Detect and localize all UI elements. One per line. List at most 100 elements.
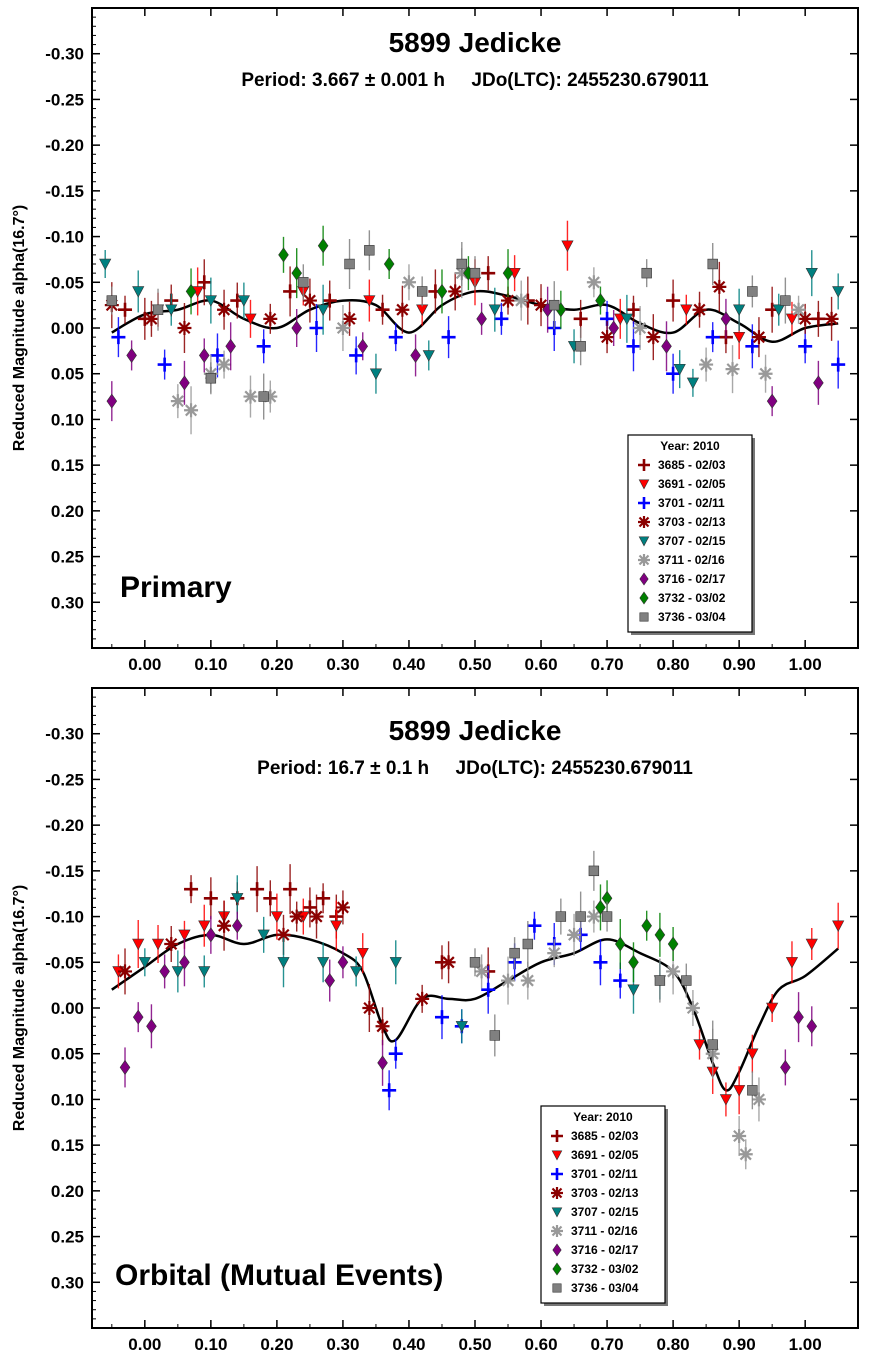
data-point: [613, 973, 628, 988]
data-point: [278, 247, 289, 263]
data-point: [813, 375, 824, 391]
data-point: [302, 293, 317, 308]
legend-entry: 3701 - 02/11: [658, 496, 725, 510]
data-point: [766, 393, 778, 409]
legend-title: Year: 2010: [660, 439, 720, 453]
x-tick-label: 0.30: [326, 1335, 359, 1354]
data-point: [337, 954, 349, 970]
data-point: [344, 258, 355, 270]
data-point: [685, 1001, 700, 1015]
data-point: [534, 298, 549, 313]
legend-entry: 3736 - 03/04: [658, 610, 726, 624]
data-point: [198, 966, 211, 978]
data-point: [151, 938, 165, 951]
legend: Year: 2010 3685 - 02/03 3691 - 02/05 3701 -…: [627, 434, 755, 635]
data-point: [382, 1083, 397, 1098]
legend-entry: 3732 - 03/02: [571, 1262, 639, 1276]
series-3711: [170, 248, 806, 435]
data-point: [350, 966, 363, 978]
series-3716: [106, 286, 824, 422]
data-point: [481, 982, 496, 997]
data-point: [198, 920, 211, 932]
data-point: [680, 304, 693, 316]
data-point: [746, 1048, 759, 1060]
legend-title: Year: 2010: [573, 1110, 633, 1124]
y-axis-label: Reduced Magnitude alpha(16.7°): [11, 885, 28, 1131]
data-point: [501, 293, 516, 308]
legend-entry: 3691 - 02/05: [658, 477, 726, 491]
y-tick-label: 0.05: [51, 1045, 84, 1064]
data-point: [375, 1019, 390, 1034]
data-point: [111, 330, 126, 345]
data-point: [707, 258, 718, 270]
data-point: [119, 1059, 131, 1075]
data-point: [733, 304, 746, 316]
x-tick-label: 0.00: [128, 1335, 161, 1354]
data-point: [455, 1021, 468, 1033]
data-point: [317, 304, 330, 316]
data-point: [705, 330, 720, 345]
legend-marker: [551, 1150, 563, 1161]
y-tick-label: -0.20: [45, 136, 84, 155]
x-tick-label: 0.50: [458, 655, 491, 674]
legend-entry: 3732 - 03/02: [658, 591, 726, 605]
legend-entry: 3736 - 03/04: [571, 1281, 639, 1295]
x-tick-label: 0.90: [723, 655, 756, 674]
data-point: [383, 256, 395, 272]
data-point: [289, 909, 304, 924]
data-point: [132, 286, 145, 298]
data-point: [595, 899, 606, 915]
legend-marker: [551, 1207, 563, 1218]
x-tick-label: 0.80: [657, 1335, 690, 1354]
data-point: [276, 927, 291, 942]
data-point: [573, 311, 588, 326]
data-point: [225, 338, 236, 354]
data-point: [633, 321, 648, 335]
y-tick-label: 0.05: [51, 365, 84, 384]
data-point: [692, 302, 707, 317]
data-point: [641, 918, 652, 934]
y-tick-label: -0.05: [45, 273, 84, 292]
legend-entry: 3707 - 02/15: [571, 1205, 639, 1219]
legend-marker: [638, 516, 650, 528]
legend-entry: 3711 - 02/16: [571, 1224, 638, 1238]
data-point: [666, 366, 681, 381]
x-tick-label: 1.00: [789, 1335, 822, 1354]
data-point: [725, 362, 740, 377]
data-point: [349, 348, 364, 363]
legend-marker: [551, 1168, 563, 1180]
x-tick-label: 0.90: [723, 1335, 756, 1354]
data-point: [317, 238, 329, 254]
y-tick-label: 0.20: [51, 502, 84, 521]
y-tick-label: -0.20: [45, 816, 84, 835]
y-tick-label: 0.30: [51, 1273, 84, 1292]
data-point: [171, 966, 184, 978]
data-point: [436, 283, 448, 299]
y-tick-label: 0.20: [51, 1182, 84, 1201]
data-point: [686, 377, 700, 390]
legend-marker: [638, 479, 650, 490]
data-point: [785, 313, 799, 326]
data-point: [389, 957, 402, 969]
data-point: [780, 295, 791, 306]
data-point: [184, 403, 199, 418]
plot-frame: [91, 687, 859, 1329]
data-point: [575, 911, 586, 922]
data-point: [620, 313, 633, 326]
data-point: [204, 295, 217, 307]
data-point: [258, 391, 269, 402]
data-point: [277, 957, 290, 969]
legend-entry: 3685 - 02/03: [658, 458, 726, 472]
data-point: [494, 311, 509, 326]
data-point: [217, 918, 232, 933]
data-point: [805, 938, 818, 951]
data-point: [693, 1039, 706, 1051]
panel-label: Orbital (Mutual Events): [115, 1259, 443, 1292]
data-point: [469, 267, 481, 279]
data-point: [298, 277, 309, 288]
y-tick-label: 0.30: [51, 593, 84, 612]
series-3701: [111, 300, 846, 394]
data-point: [217, 302, 232, 317]
legend-marker: [638, 536, 650, 547]
panel-label: Primary: [120, 571, 232, 604]
